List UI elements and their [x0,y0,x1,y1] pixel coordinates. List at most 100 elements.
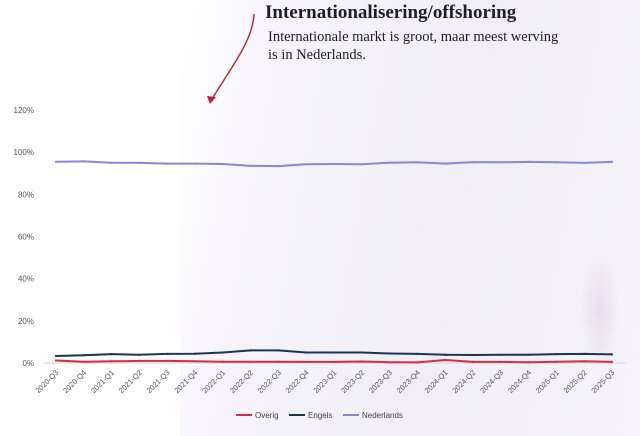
data-point-overig [555,360,558,363]
background-streak [580,250,620,370]
x-tick-label: 2022-Q2 [228,368,255,395]
callout-arrowhead-icon [207,96,216,104]
data-point-nederlands [249,164,252,167]
data-point-overig [527,361,530,364]
data-point-engels [110,353,113,356]
x-tick-label: 2023-Q2 [339,368,366,395]
data-point-nederlands [54,160,58,163]
data-point-engels [360,351,363,354]
data-point-overig [249,360,252,363]
data-point-engels [610,353,614,356]
data-point-engels [471,353,475,357]
x-tick-label: 2024-Q1 [423,368,450,395]
data-point-overig [499,360,502,363]
data-point-nederlands [82,160,85,163]
x-tick-label: 2024-Q4 [506,368,533,395]
x-tick-label: 2021-Q1 [89,368,116,395]
x-tick-label: 2022-Q4 [284,368,311,395]
x-tick-label: 2023-Q3 [367,368,394,395]
data-point-overig [110,360,113,363]
callout-title: Internationalisering/offshoring [265,2,517,23]
x-tick-label: 2025-Q2 [562,368,589,395]
y-axis: 0% 20% 40% 60% 80% 100% 120% [14,106,34,368]
legend-item-engels: Engels [289,411,332,420]
data-point-overig [138,359,141,362]
data-point-nederlands [388,161,391,164]
data-point-nederlands [471,161,475,164]
data-point-engels [527,353,530,356]
data-point-engels [499,353,502,356]
x-axis: 2020-Q3 2020-Q4 2021-Q1 2021-Q2 2021-Q3 2021-… [33,362,626,395]
data-point-engels [332,351,336,354]
data-point-overig [193,360,197,363]
legend-label: Nederlands [362,411,403,420]
y-tick-label: 120% [14,106,34,115]
data-point-overig [305,360,308,363]
y-tick-label: 60% [18,233,34,242]
data-point-engels [82,354,85,357]
legend-item-nederlands: Nederlands [343,411,403,420]
y-tick-label: 100% [14,148,34,157]
legend-label: Engels [308,411,332,420]
data-point-overig [583,360,586,363]
x-tick-label: 2023-Q4 [395,368,422,395]
x-tick-label: 2024-Q3 [478,368,505,395]
data-point-overig [82,360,85,363]
data-point-overig [360,360,363,363]
data-point-nederlands [277,165,280,168]
data-point-nederlands [138,161,141,164]
data-point-engels [221,351,224,354]
data-point-nederlands [166,162,169,165]
data-point-overig [277,360,280,363]
callout-arrow-icon [211,13,255,100]
data-point-nederlands [332,162,336,166]
x-tick-label: 2022-Q3 [256,368,283,395]
data-point-nederlands [305,163,308,166]
data-point-overig [166,359,169,362]
data-point-overig [388,361,391,364]
data-point-overig [471,360,475,363]
legend-item-overig: Overig [236,411,279,420]
data-point-nederlands [221,162,224,166]
y-tick-label: 0% [22,359,34,368]
legend-label: Overig [255,411,279,420]
data-point-engels [388,352,391,355]
data-point-overig [332,360,336,363]
data-point-nederlands [110,161,113,164]
data-point-engels [583,352,586,355]
x-tick-label: 2025-Q1 [534,368,561,395]
data-point-engels [305,351,308,354]
x-tick-label: 2025-Q3 [589,368,616,395]
data-point-overig [54,359,58,362]
data-point-nederlands [444,162,447,165]
callout-text: Internationale markt is groot, maar mees… [268,29,559,63]
data-point-engels [166,352,169,355]
data-point-nederlands [527,160,530,163]
data-point-nederlands [360,163,363,166]
data-point-nederlands [610,160,614,163]
data-point-engels [54,354,58,358]
data-point-nederlands [555,161,558,164]
data-point-overig [444,358,447,362]
data-point-overig [221,360,224,363]
data-point-nederlands [193,162,197,165]
x-tick-label: 2021-Q2 [117,368,144,395]
data-point-engels [416,352,419,355]
data-point-nederlands [416,161,419,164]
x-tick-label: 2022-Q1 [200,368,227,395]
plot-lines [54,160,614,364]
x-tick-label: 2020-Q3 [33,368,60,395]
data-point-engels [249,349,252,352]
x-tick-label: 2023-Q1 [311,368,338,395]
y-tick-label: 80% [18,190,34,199]
x-tick-label: 2024-Q2 [450,368,477,395]
data-point-nederlands [583,161,586,164]
x-tick-label: 2020-Q4 [61,368,88,395]
y-tick-label: 20% [18,317,34,326]
x-tick-label: 2021-Q3 [145,368,172,395]
data-point-engels [277,349,280,352]
x-tick-label: 2021-Q4 [172,368,199,395]
data-point-engels [444,353,447,356]
